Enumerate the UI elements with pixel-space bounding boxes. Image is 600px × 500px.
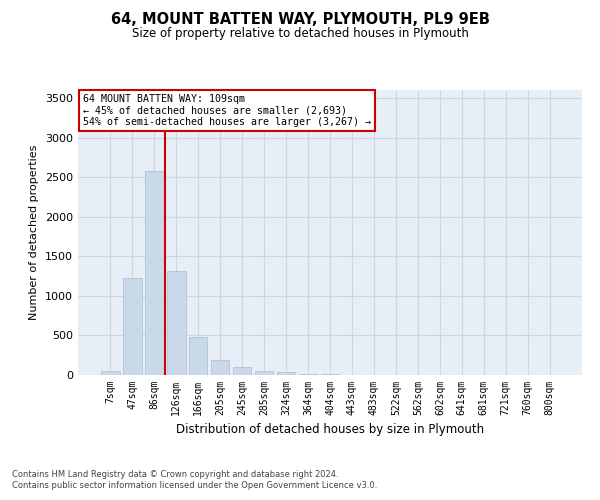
Bar xyxy=(299,374,317,375)
Bar xyxy=(320,374,340,375)
Bar xyxy=(101,372,119,375)
Text: 64, MOUNT BATTEN WAY, PLYMOUTH, PL9 9EB: 64, MOUNT BATTEN WAY, PLYMOUTH, PL9 9EB xyxy=(110,12,490,28)
Bar xyxy=(123,278,142,375)
Text: Contains HM Land Registry data © Crown copyright and database right 2024.: Contains HM Land Registry data © Crown c… xyxy=(12,470,338,479)
Text: Size of property relative to detached houses in Plymouth: Size of property relative to detached ho… xyxy=(131,28,469,40)
Bar xyxy=(277,372,295,375)
Y-axis label: Number of detached properties: Number of detached properties xyxy=(29,145,40,320)
Text: 64 MOUNT BATTEN WAY: 109sqm
← 45% of detached houses are smaller (2,693)
54% of : 64 MOUNT BATTEN WAY: 109sqm ← 45% of det… xyxy=(83,94,371,128)
Bar xyxy=(167,272,185,375)
Bar xyxy=(211,360,229,375)
X-axis label: Distribution of detached houses by size in Plymouth: Distribution of detached houses by size … xyxy=(176,424,484,436)
Text: Contains public sector information licensed under the Open Government Licence v3: Contains public sector information licen… xyxy=(12,481,377,490)
Bar xyxy=(189,337,208,375)
Bar xyxy=(255,371,274,375)
Bar xyxy=(145,171,164,375)
Bar xyxy=(233,367,251,375)
